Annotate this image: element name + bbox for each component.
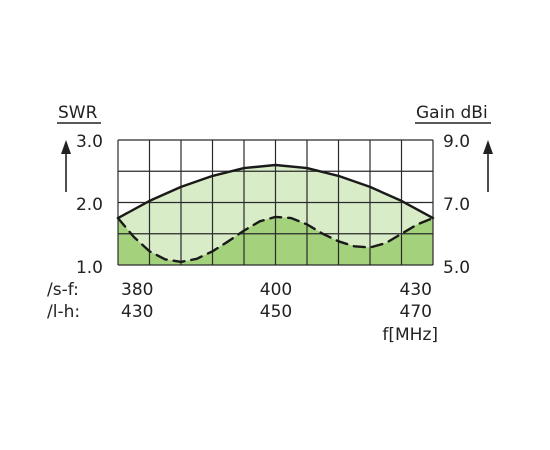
x-axis-unit-label: f[MHz] bbox=[382, 325, 438, 345]
x-tick-label: 380 bbox=[121, 280, 153, 300]
x-tick-label: 430 bbox=[121, 302, 153, 322]
right-tick-label: 9.0 bbox=[443, 132, 470, 152]
left-axis-title: SWR bbox=[58, 103, 98, 123]
grid-lines bbox=[117, 139, 434, 266]
series-line-1 bbox=[116, 163, 435, 220]
x-tick-label: 430 bbox=[400, 280, 432, 300]
left-up-arrow-icon bbox=[61, 140, 71, 192]
left-tick-label: 1.0 bbox=[76, 258, 103, 278]
series-lines bbox=[116, 163, 435, 264]
x-row-label-sf: /s-f: bbox=[47, 280, 79, 300]
x-tick-label: 400 bbox=[260, 280, 292, 300]
series-line-2 bbox=[116, 215, 435, 264]
x-tick-label: 470 bbox=[400, 302, 432, 322]
right-axis-title: Gain dBi bbox=[416, 103, 488, 123]
left-tick-label: 2.0 bbox=[76, 195, 103, 215]
x-row-label-lh: /l-h: bbox=[47, 302, 80, 322]
right-up-arrow-icon bbox=[483, 140, 493, 192]
right-tick-label: 5.0 bbox=[443, 258, 470, 278]
x-tick-label: 450 bbox=[260, 302, 292, 322]
left-tick-label: 3.0 bbox=[76, 132, 103, 152]
right-tick-label: 7.0 bbox=[443, 195, 470, 215]
